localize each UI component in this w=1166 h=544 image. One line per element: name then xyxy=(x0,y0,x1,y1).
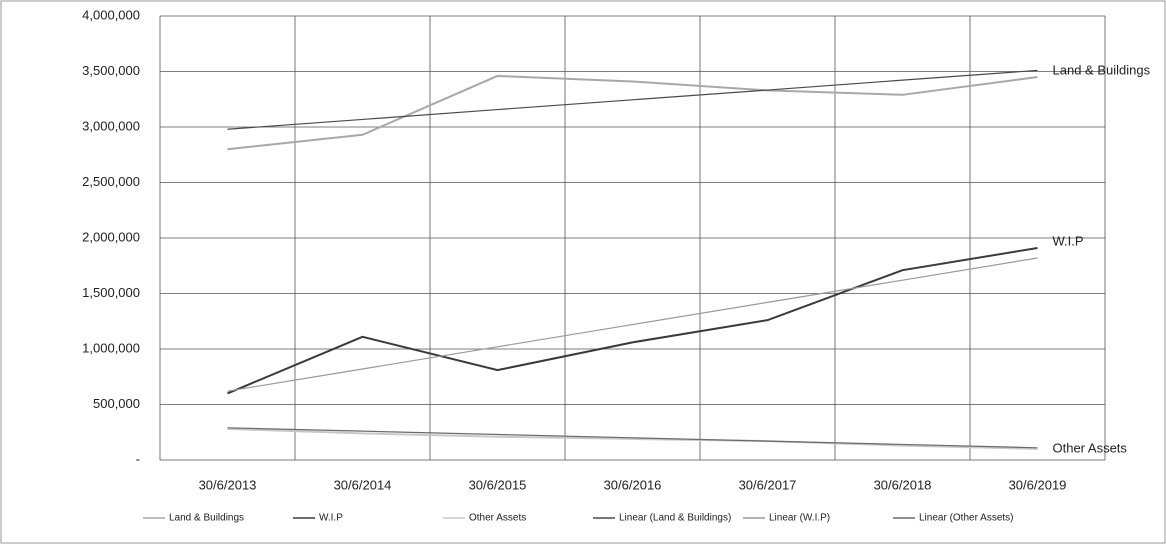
legend-label: Linear (Other Assets) xyxy=(919,513,1013,524)
series-line xyxy=(227,247,1038,395)
legend-label: Other Assets xyxy=(469,513,526,524)
legend-label: Linear (W.I.P) xyxy=(769,513,830,524)
annotation: Land & Buildings xyxy=(1053,62,1151,77)
series-line xyxy=(227,69,1038,130)
y-tick-label: 2,000,000 xyxy=(82,229,140,244)
x-tick-label: 30/6/2015 xyxy=(469,477,527,492)
y-tick-label: 1,500,000 xyxy=(82,285,140,300)
y-tick-label: 500,000 xyxy=(93,396,140,411)
x-tick-label: 30/6/2018 xyxy=(874,477,932,492)
x-tick-label: 30/6/2019 xyxy=(1009,477,1067,492)
series-line xyxy=(227,74,1038,151)
x-tick-label: 30/6/2016 xyxy=(604,477,662,492)
y-tick-label: 3,500,000 xyxy=(82,63,140,78)
annotation: Other Assets xyxy=(1053,440,1128,455)
series-line xyxy=(227,427,1038,450)
series-line xyxy=(227,427,1038,449)
y-tick-label: 2,500,000 xyxy=(82,174,140,189)
y-tick-label: - xyxy=(136,451,140,466)
series-line xyxy=(227,257,1038,392)
y-tick-label: 3,000,000 xyxy=(82,118,140,133)
annotation: W.I.P xyxy=(1053,233,1084,248)
y-tick-label: 4,000,000 xyxy=(82,7,140,22)
x-tick-label: 30/6/2014 xyxy=(334,477,392,492)
y-tick-label: 1,000,000 xyxy=(82,340,140,355)
legend-label: W.I.P xyxy=(319,513,343,524)
x-tick-label: 30/6/2017 xyxy=(739,477,797,492)
legend-label: Land & Buildings xyxy=(169,513,244,524)
x-tick-label: 30/6/2013 xyxy=(199,477,257,492)
legend-label: Linear (Land & Buildings) xyxy=(619,513,731,524)
